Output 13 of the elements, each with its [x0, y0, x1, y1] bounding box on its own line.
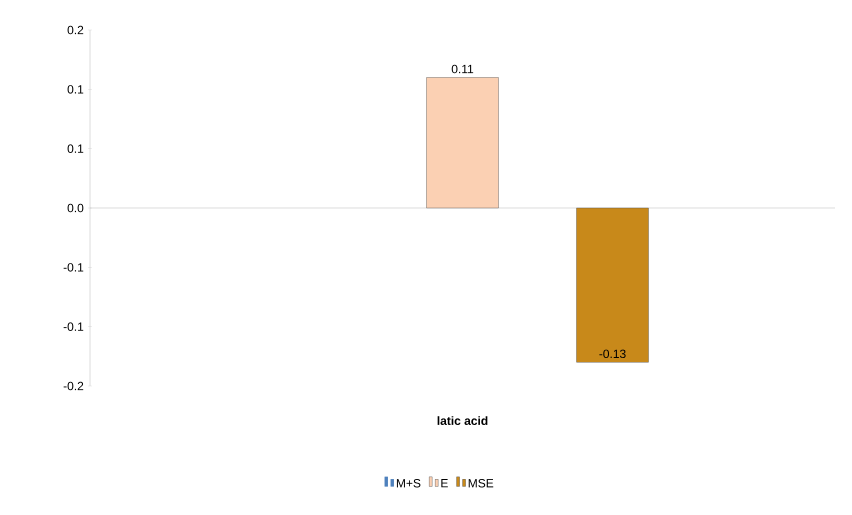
y-tick-label: 0.2 [68, 26, 84, 34]
y-tick-label: -0.1 [64, 263, 84, 272]
y-tick-label: 0.1 [68, 85, 84, 94]
x-tick-label: latic acid [438, 416, 488, 426]
legend-label: M+S [396, 478, 420, 488]
y-tick-label: -0.2 [64, 382, 84, 390]
legend-label: E [441, 479, 448, 488]
data-label: 0.11 [452, 64, 474, 74]
y-tick-label: 0.1 [68, 144, 84, 153]
y-tick-label: 0.0 [68, 204, 84, 212]
legend-label: MSE [468, 478, 494, 488]
data-label: -0.13 [599, 350, 626, 358]
y-tick-label: -0.1 [64, 322, 84, 331]
